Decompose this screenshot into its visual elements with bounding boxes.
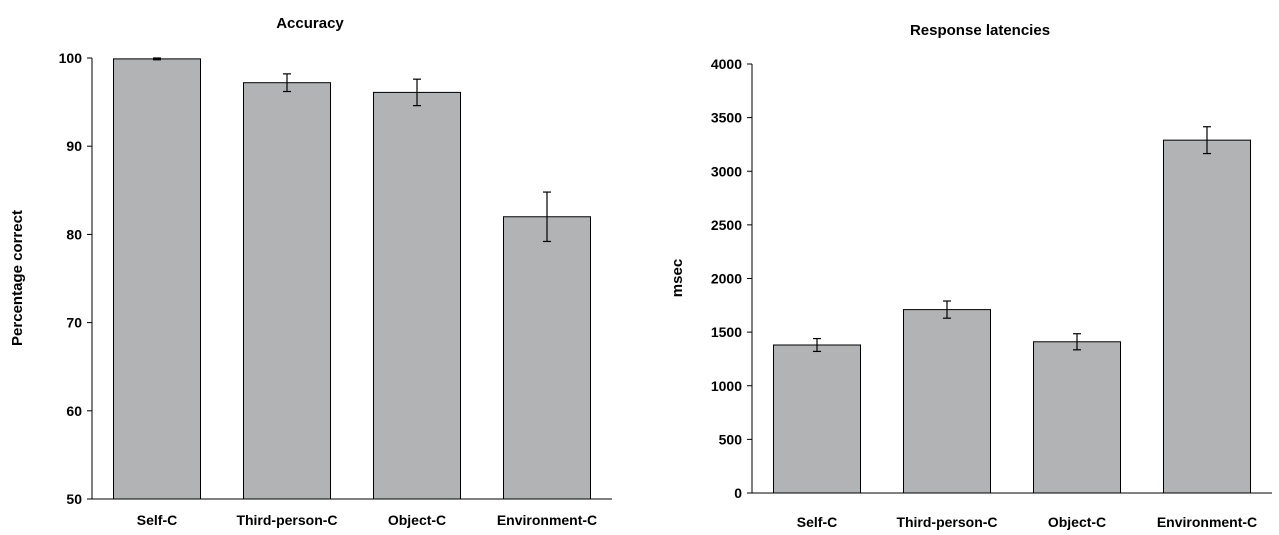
x-category-label: Third-person-C xyxy=(896,514,997,530)
chart-2: Response latencies msec 0 500 1000 1500 2000 25… xyxy=(669,22,1272,530)
bar xyxy=(113,58,201,500)
x-category-label: Third-person-C xyxy=(236,512,337,528)
bar xyxy=(773,344,861,494)
x-category-label: Environment-C xyxy=(1157,514,1257,530)
y-axis-label: Percentage correct xyxy=(9,210,26,346)
x-category-label: Self-C xyxy=(797,514,837,530)
chart-title: Accuracy xyxy=(276,15,344,32)
y-tick-label: 50 xyxy=(66,491,82,507)
y-tick-label: 3000 xyxy=(711,163,742,179)
y-tick-label: 1000 xyxy=(711,378,742,394)
bar xyxy=(243,82,331,500)
y-tick-label: 2000 xyxy=(711,271,742,287)
y-tick-label: 3500 xyxy=(711,110,742,126)
y-tick-label: 90 xyxy=(66,138,82,154)
bar xyxy=(503,216,591,500)
y-tick-label: 500 xyxy=(719,431,743,447)
y-tick-label: 60 xyxy=(66,403,82,419)
bar xyxy=(1033,341,1121,494)
chart-title: Response latencies xyxy=(910,22,1050,39)
x-category-label: Environment-C xyxy=(497,512,597,528)
bar xyxy=(903,309,991,494)
bar xyxy=(1163,139,1251,494)
y-axis-label: msec xyxy=(669,259,686,297)
y-tick-label: 0 xyxy=(734,485,742,501)
y-tick-label: 80 xyxy=(66,226,82,242)
y-tick-label: 1500 xyxy=(711,324,742,340)
y-tick-label: 2500 xyxy=(711,217,742,233)
y-tick-label: 4000 xyxy=(711,56,742,72)
chart-1: Accuracy Percentage correct 50 60 70 80 90 100 S… xyxy=(9,15,612,528)
x-category-label: Self-C xyxy=(137,512,177,528)
x-category-label: Object-C xyxy=(1048,514,1106,530)
y-tick-label: 100 xyxy=(59,50,83,66)
y-tick-label: 70 xyxy=(66,315,82,331)
bar xyxy=(373,91,461,500)
x-category-label: Object-C xyxy=(388,512,446,528)
